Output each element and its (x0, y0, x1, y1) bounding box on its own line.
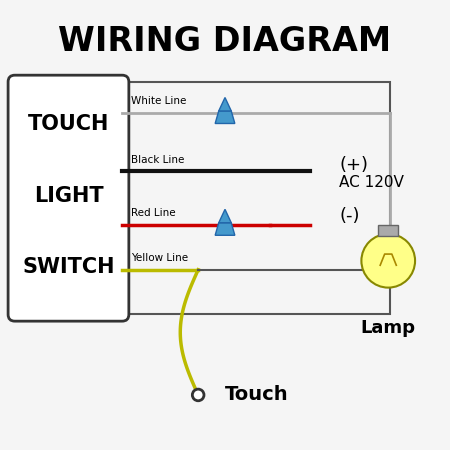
Text: TOUCH: TOUCH (28, 114, 109, 135)
Polygon shape (215, 223, 235, 235)
Text: SWITCH: SWITCH (22, 257, 115, 278)
Circle shape (361, 234, 415, 288)
Polygon shape (215, 111, 235, 123)
Circle shape (192, 389, 204, 401)
Polygon shape (219, 209, 231, 223)
Text: Red Line: Red Line (131, 208, 176, 218)
FancyBboxPatch shape (8, 75, 129, 321)
Text: Touch: Touch (225, 386, 288, 405)
Text: WIRING DIAGRAM: WIRING DIAGRAM (58, 25, 392, 58)
Text: Lamp: Lamp (361, 319, 416, 337)
Text: LIGHT: LIGHT (34, 186, 104, 206)
Text: (-): (-) (339, 207, 360, 225)
Bar (122, 82, 391, 315)
Text: (+): (+) (339, 156, 368, 174)
Bar (378, 225, 398, 236)
Polygon shape (219, 98, 231, 111)
Text: Yellow Line: Yellow Line (131, 253, 188, 263)
Text: AC 120V: AC 120V (339, 175, 404, 190)
Text: White Line: White Line (131, 96, 186, 107)
Text: Black Line: Black Line (131, 155, 184, 165)
